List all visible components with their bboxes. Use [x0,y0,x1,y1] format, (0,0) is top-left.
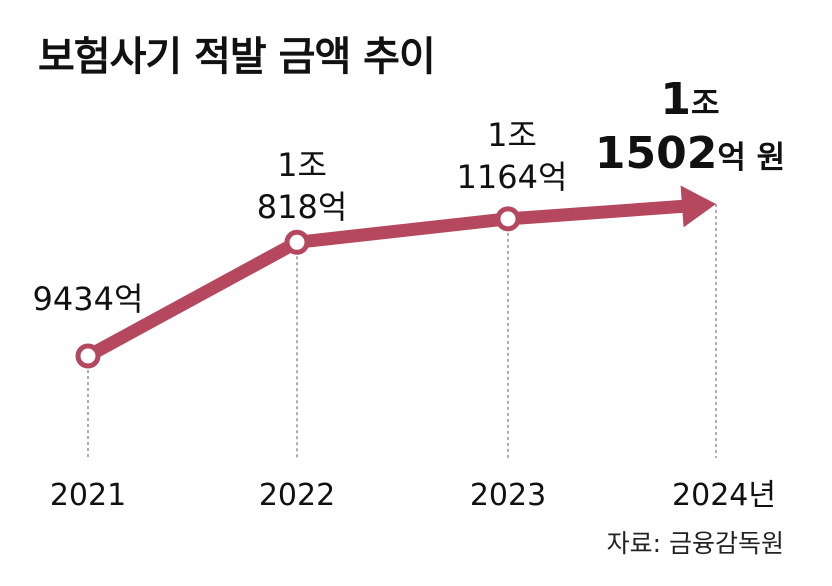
page-title: 보험사기 적발 금액 추이 [38,34,436,80]
data-label-2024-line1: 1조 [660,74,719,125]
data-point-2022 [284,229,310,255]
data-label-2022-line1: 1조 [277,146,327,184]
data-label-2022-line2: 818억 [257,188,348,226]
x-tick-2022: 2022 [259,478,335,513]
data-label-2023-line1: 1조 [487,116,537,154]
arrow-head [680,185,716,228]
data-point-2021 [75,343,101,369]
data-label-2021: 9434억 [33,280,144,318]
data-label-2023-line2: 1164억 [457,158,568,196]
data-label-2024-line2: 1502억 원 [595,128,785,179]
data-point-2023 [495,206,521,232]
x-tick-2023: 2023 [470,478,546,513]
x-tick-2024년: 2024년 [672,478,776,513]
source-note: 자료: 금융감독원 [606,529,784,558]
series-line [81,199,689,363]
x-tick-2021: 2021 [50,478,126,513]
